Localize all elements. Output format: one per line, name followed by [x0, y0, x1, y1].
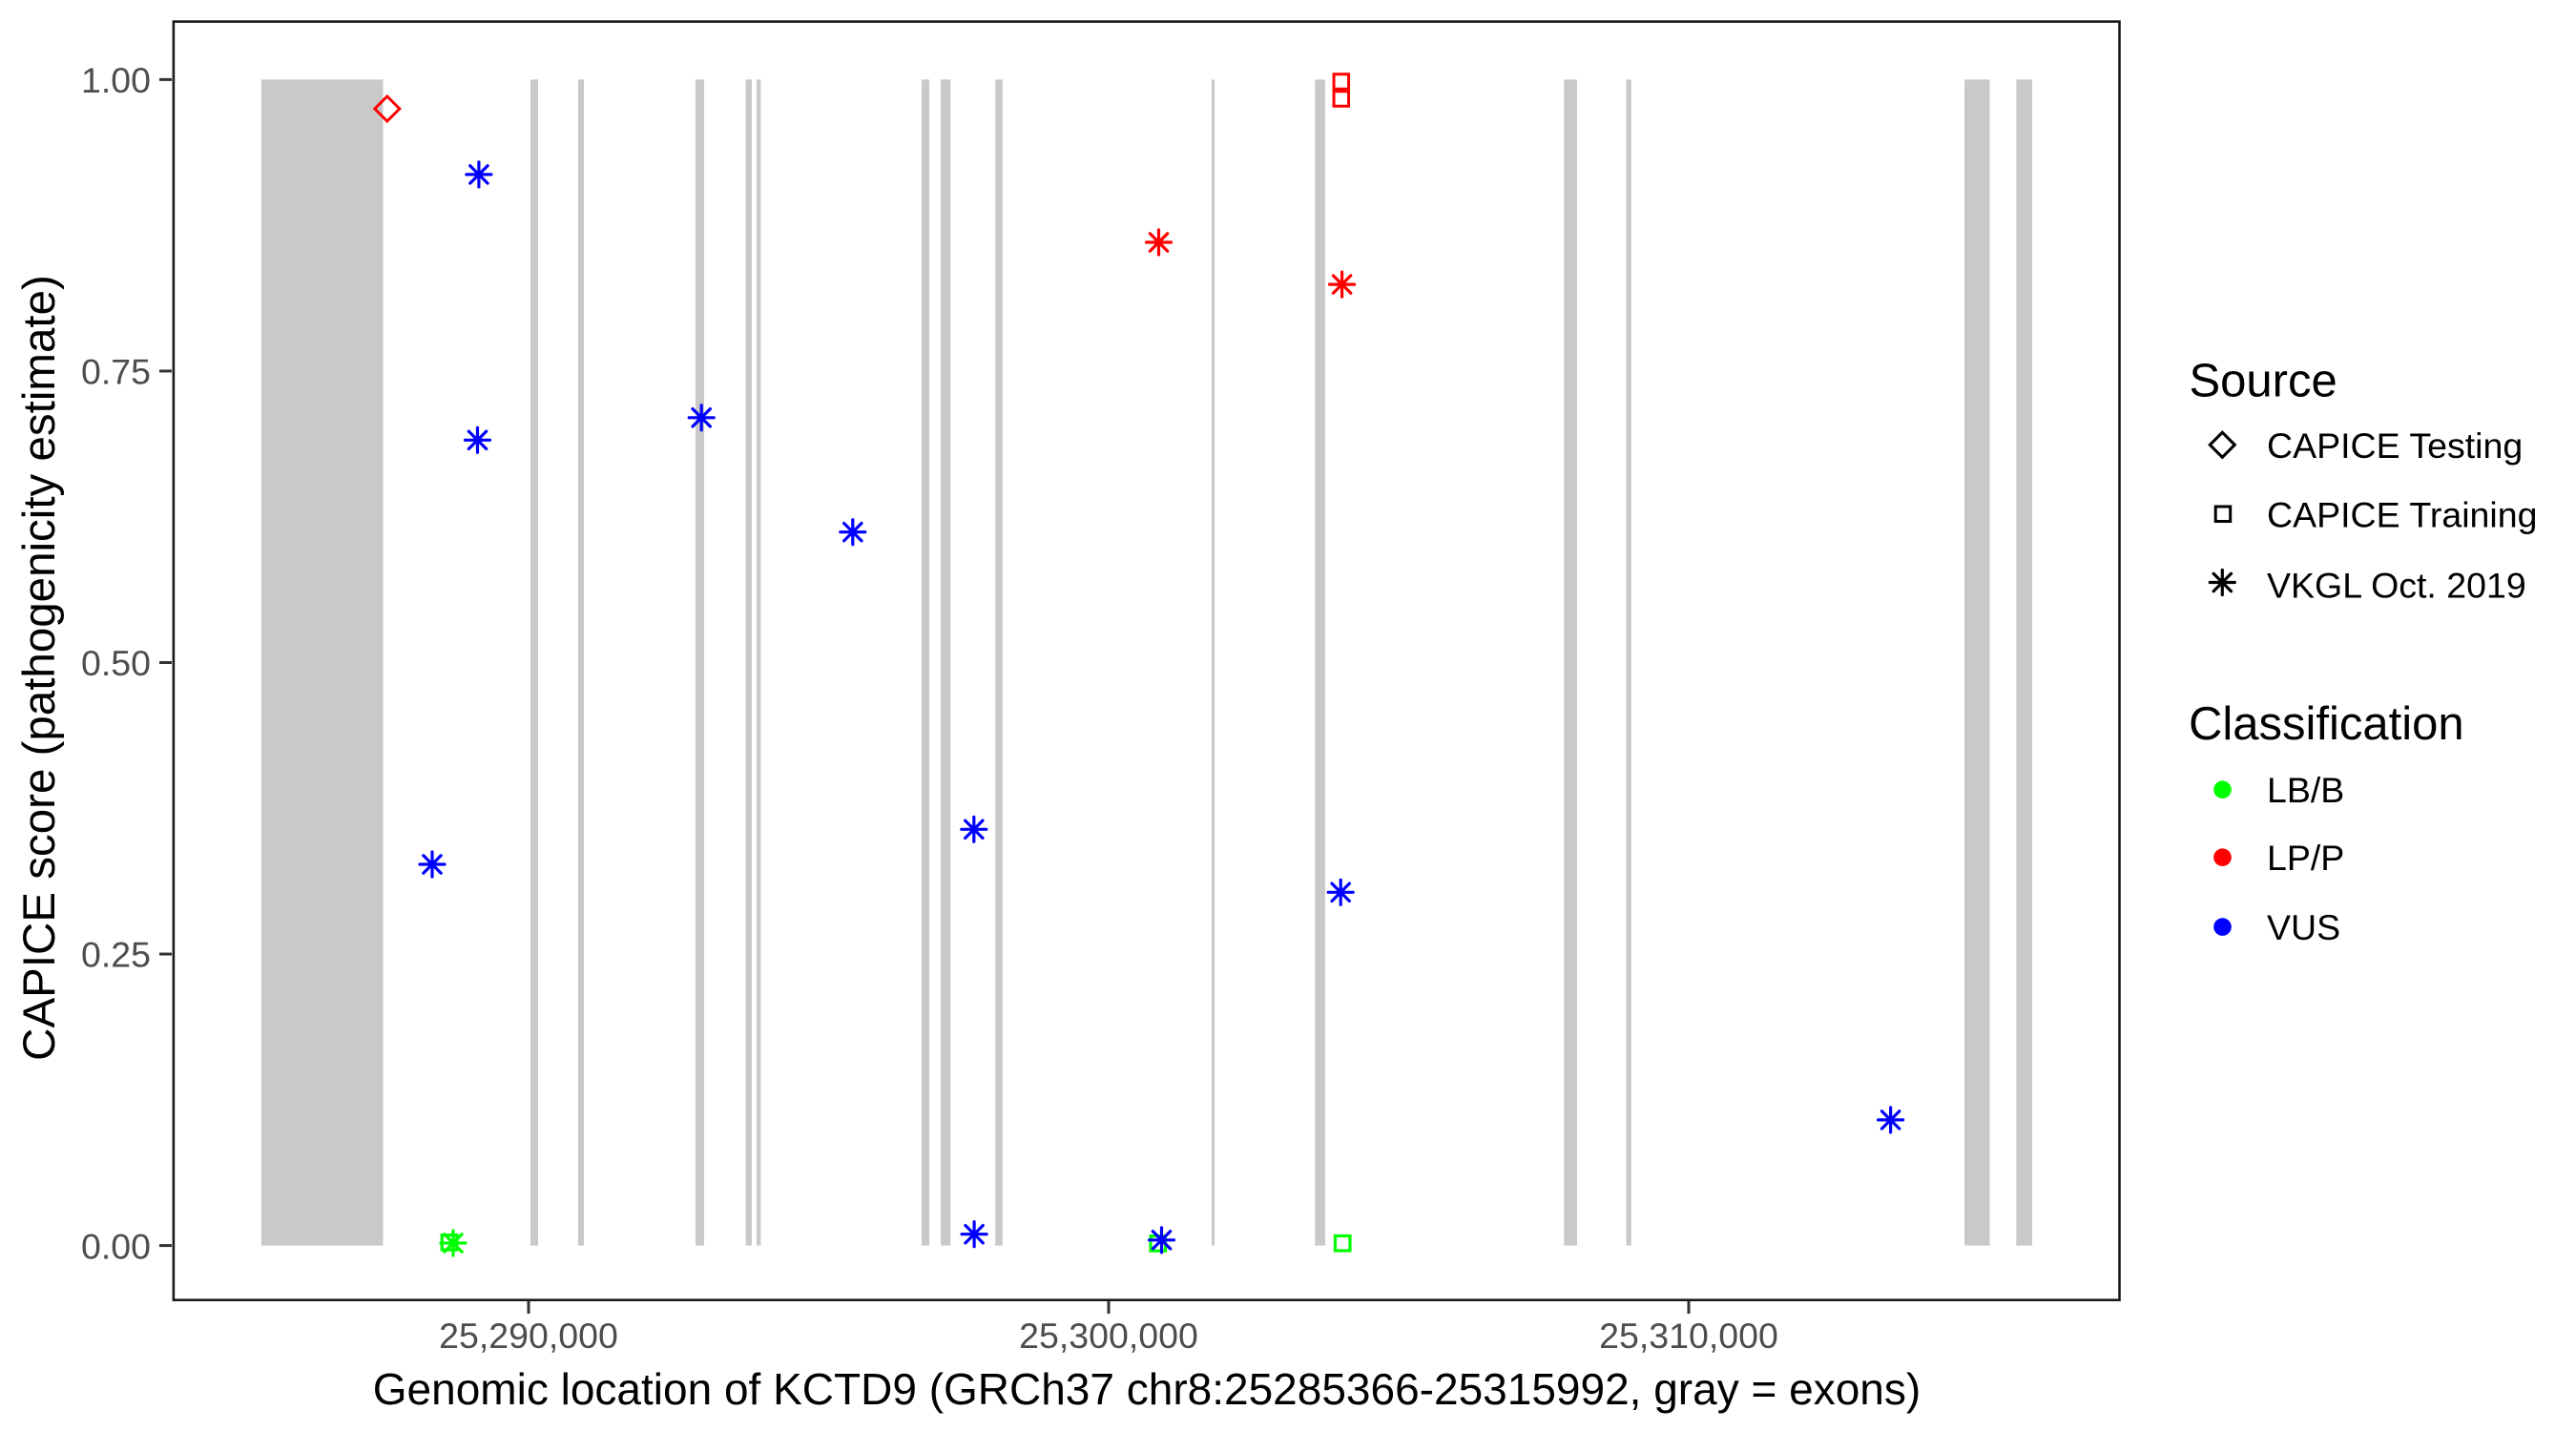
svg-text:0.50: 0.50 — [81, 643, 151, 683]
svg-text:VUS: VUS — [2267, 907, 2340, 947]
svg-text:VKGL Oct. 2019: VKGL Oct. 2019 — [2267, 565, 2526, 605]
svg-text:0.00: 0.00 — [81, 1226, 151, 1266]
svg-text:25,310,000: 25,310,000 — [1599, 1316, 1778, 1356]
svg-text:CAPICE Training: CAPICE Training — [2267, 495, 2537, 535]
svg-text:0.75: 0.75 — [81, 352, 151, 392]
svg-text:CAPICE score (pathogenicity es: CAPICE score (pathogenicity estimate) — [14, 275, 65, 1061]
svg-text:LP/P: LP/P — [2267, 838, 2344, 878]
svg-text:1.00: 1.00 — [81, 60, 151, 100]
svg-text:25,290,000: 25,290,000 — [439, 1316, 618, 1356]
svg-text:0.25: 0.25 — [81, 935, 151, 975]
svg-text:Genomic location of KCTD9 (GRC: Genomic location of KCTD9 (GRCh37 chr8:2… — [373, 1364, 1921, 1414]
svg-text:CAPICE Testing: CAPICE Testing — [2267, 425, 2523, 466]
svg-text:Source: Source — [2190, 356, 2337, 407]
svg-text:LB/B: LB/B — [2267, 770, 2344, 810]
svg-text:25,300,000: 25,300,000 — [1019, 1316, 1198, 1356]
svg-text:Classification: Classification — [2189, 698, 2464, 750]
